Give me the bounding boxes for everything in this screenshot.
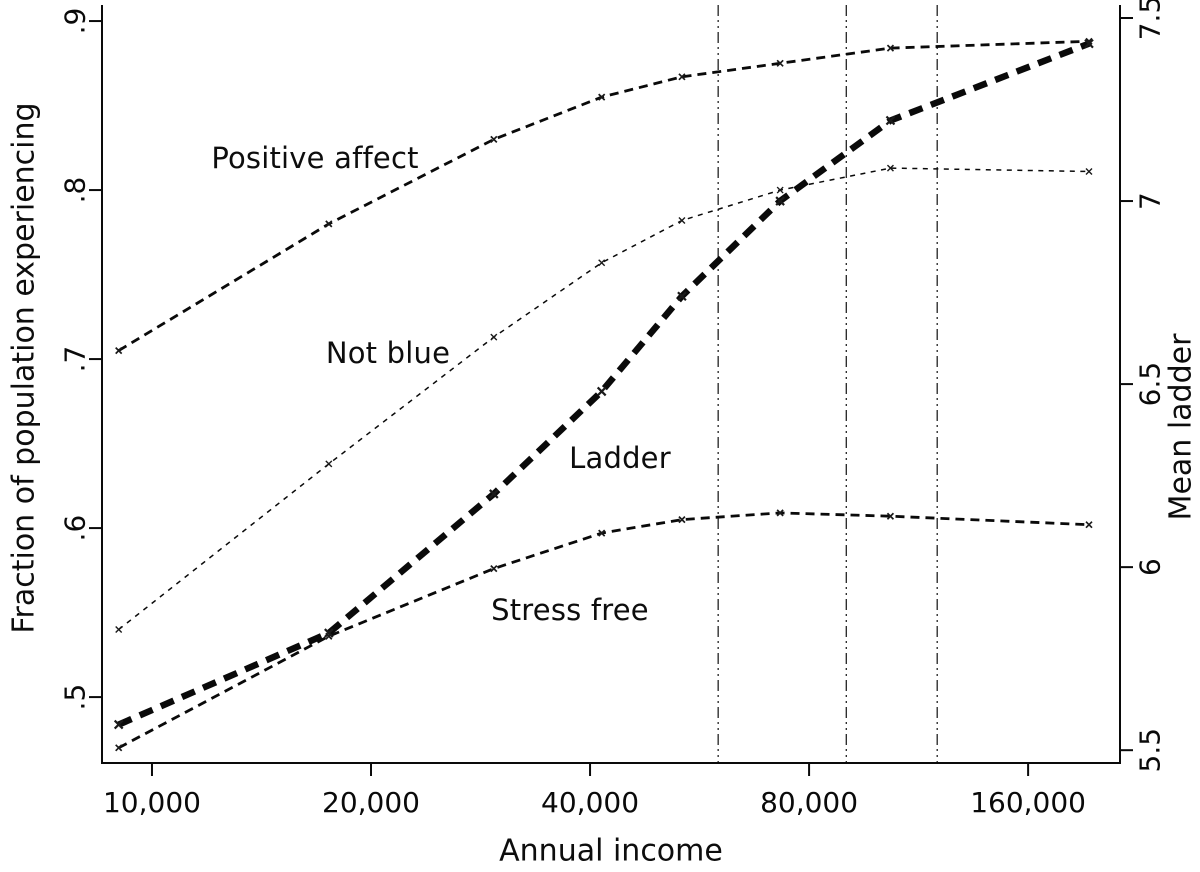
y-left-tick-label: .7: [59, 346, 92, 373]
x-tick-label: 10,000: [103, 786, 201, 819]
y-right-tick-label: 5.5: [1134, 728, 1167, 773]
y-left-tick-label: .6: [59, 515, 92, 542]
x-tick-label: 20,000: [322, 786, 420, 819]
series-path-ladder: [117, 40, 1091, 728]
series-markers-not-blue: [115, 164, 1093, 633]
y-axis-title-right: Mean ladder: [1163, 333, 1199, 521]
x-tick-label: 160,000: [970, 786, 1086, 819]
y-axis-title-left: Fraction of population experiencing: [6, 102, 42, 634]
series-label-positive-affect: Positive affect: [211, 141, 419, 175]
y-right-tick-label: 6: [1134, 558, 1167, 576]
y-left-tick-label: .9: [59, 8, 92, 35]
series-label-ladder: Ladder: [569, 441, 671, 475]
series-markers-ladder: [113, 38, 1094, 730]
series-markers-positive-affect: [115, 37, 1093, 355]
y-right-tick-label: 6.5: [1134, 362, 1167, 407]
series-markers-stress-free: [115, 509, 1093, 752]
series-path-positive-affect: [117, 39, 1090, 352]
y-left-tick-label: .5: [59, 684, 92, 711]
y-left-tick-label: .8: [59, 177, 92, 204]
x-tick-label: 40,000: [541, 786, 639, 819]
x-tick-label: 80,000: [760, 786, 858, 819]
y-right-tick-label: 7: [1134, 192, 1167, 210]
series-label-stress-free: Stress free: [491, 593, 649, 627]
series-path-stress-free: [118, 511, 1090, 750]
y-right-tick-label: 7.5: [1134, 0, 1167, 40]
series-label-not-blue: Not blue: [325, 336, 451, 370]
series-path-not-blue: [118, 167, 1090, 631]
x-axis-title: Annual income: [499, 833, 723, 869]
